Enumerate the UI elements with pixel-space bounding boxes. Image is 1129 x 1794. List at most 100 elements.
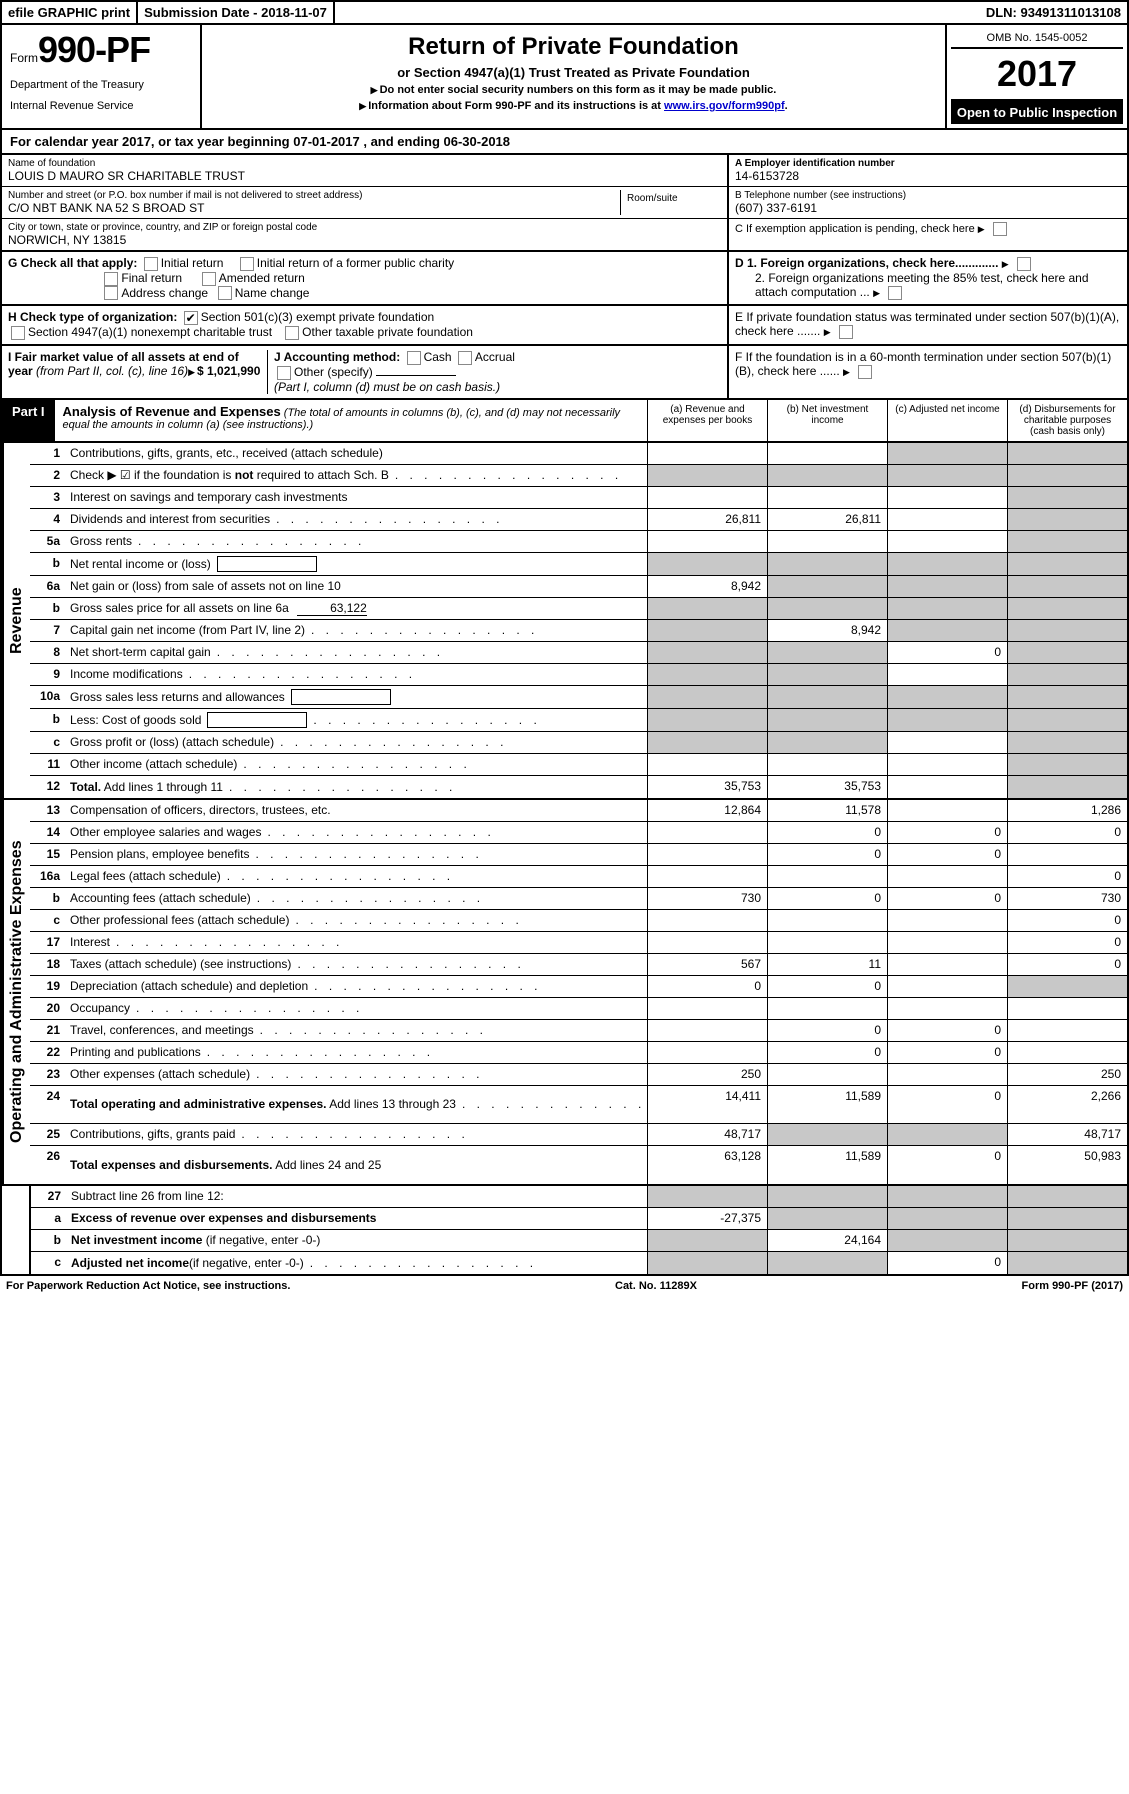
amount-cell <box>647 866 767 887</box>
cb-501c3[interactable] <box>184 311 198 325</box>
lbl-amended-return: Amended return <box>219 271 305 285</box>
cb-60month[interactable] <box>858 365 872 379</box>
amount-cell <box>647 822 767 843</box>
header-center: Return of Private Foundation or Section … <box>202 25 947 128</box>
line-number: 7 <box>30 620 66 641</box>
cb-other-method[interactable] <box>277 366 291 380</box>
amount-cell: 0 <box>647 976 767 997</box>
amount-cell <box>887 1186 1007 1207</box>
line-number: 4 <box>30 509 66 530</box>
lbl-4947a1: Section 4947(a)(1) nonexempt charitable … <box>28 325 272 339</box>
col-c-header: (c) Adjusted net income <box>887 400 1007 441</box>
dept-treasury: Department of the Treasury <box>10 79 192 92</box>
amount-cell: 0 <box>767 1042 887 1063</box>
col-d-header: (d) Disbursements for charitable purpose… <box>1007 400 1127 441</box>
cb-foreign-org[interactable] <box>1017 257 1031 271</box>
table-row: cAdjusted net income(if negative, enter … <box>31 1252 1127 1274</box>
g-label: G Check all that apply: <box>8 256 137 270</box>
revenue-side-label: Revenue <box>2 443 30 798</box>
line-number: b <box>30 709 66 731</box>
exemption-checkbox[interactable] <box>993 222 1007 236</box>
info-note-text: Information about Form 990-PF and its in… <box>368 100 664 112</box>
lbl-other-method: Other (specify) <box>294 365 373 379</box>
amount-cell <box>1007 776 1127 798</box>
dln: DLN: 93491311013108 <box>980 2 1127 23</box>
table-row: 7Capital gain net income (from Part IV, … <box>30 620 1127 642</box>
cb-accrual[interactable] <box>458 351 472 365</box>
table-row: 12Total. Add lines 1 through 11. . . . .… <box>30 776 1127 798</box>
table-row: 14Other employee salaries and wages. . .… <box>30 822 1127 844</box>
amount-cell <box>1007 465 1127 486</box>
amount-cell <box>887 976 1007 997</box>
table-row: 16aLegal fees (attach schedule). . . . .… <box>30 866 1127 888</box>
cb-other-taxable[interactable] <box>285 326 299 340</box>
amount-cell <box>1007 509 1127 530</box>
amount-cell: 11 <box>767 954 887 975</box>
form-subtitle: or Section 4947(a)(1) Trust Treated as P… <box>210 65 937 80</box>
table-row: cOther professional fees (attach schedul… <box>30 910 1127 932</box>
amount-cell <box>767 531 887 552</box>
part1-header: Part I Analysis of Revenue and Expenses … <box>0 400 1129 443</box>
amount-cell <box>887 754 1007 775</box>
cb-4947a1[interactable] <box>11 326 25 340</box>
cb-final-return[interactable] <box>104 272 118 286</box>
line-description: Other employee salaries and wages. . . .… <box>66 822 647 843</box>
amount-cell <box>767 932 887 953</box>
line-description: Subtract line 26 from line 12: <box>67 1186 647 1207</box>
part1-title-text: Analysis of Revenue and Expenses <box>63 404 281 419</box>
amount-cell <box>647 487 767 508</box>
amount-cell <box>767 553 887 575</box>
amount-cell: 0 <box>887 844 1007 865</box>
amount-cell <box>647 664 767 685</box>
amount-cell <box>767 1064 887 1085</box>
line-number: b <box>31 1230 67 1251</box>
amount-cell <box>1007 1252 1127 1274</box>
f-label: F If the foundation is in a 60-month ter… <box>735 350 1111 378</box>
cb-cash[interactable] <box>407 351 421 365</box>
table-row: 5aGross rents. . . . . . . . . . . . . .… <box>30 531 1127 553</box>
line-description: Total expenses and disbursements. Add li… <box>66 1146 647 1184</box>
line-description: Excess of revenue over expenses and disb… <box>67 1208 647 1229</box>
amount-cell: 26,811 <box>767 509 887 530</box>
table-row: bGross sales price for all assets on lin… <box>30 598 1127 620</box>
telephone: (607) 337-6191 <box>735 201 1121 215</box>
amount-cell <box>887 664 1007 685</box>
amount-cell <box>647 443 767 464</box>
d2-label: 2. Foreign organizations meeting the 85%… <box>755 271 1089 299</box>
table-row: 25Contributions, gifts, grants paid. . .… <box>30 1124 1127 1146</box>
line-description: Gross profit or (loss) (attach schedule)… <box>66 732 647 753</box>
amount-cell <box>887 531 1007 552</box>
cal-year-mid: , and ending <box>360 134 444 149</box>
line-number: 26 <box>30 1146 66 1184</box>
amount-cell: 0 <box>887 822 1007 843</box>
room-label: Room/suite <box>627 193 715 204</box>
amount-cell <box>887 709 1007 731</box>
footer-right: Form 990-PF (2017) <box>1022 1280 1124 1292</box>
amount-cell: 730 <box>647 888 767 909</box>
line-number: a <box>31 1208 67 1229</box>
amount-cell: 0 <box>887 642 1007 663</box>
cb-initial-former[interactable] <box>240 257 254 271</box>
cb-terminated[interactable] <box>839 325 853 339</box>
lbl-other-taxable: Other taxable private foundation <box>302 325 473 339</box>
line-description: Net gain or (loss) from sale of assets n… <box>66 576 647 597</box>
amount-cell <box>1007 553 1127 575</box>
table-row: 23Other expenses (attach schedule). . . … <box>30 1064 1127 1086</box>
cb-address-change[interactable] <box>104 286 118 300</box>
amount-cell <box>1007 443 1127 464</box>
cb-foreign-85[interactable] <box>888 286 902 300</box>
d2-row: 2. Foreign organizations meeting the 85%… <box>735 271 1121 300</box>
cb-amended-return[interactable] <box>202 272 216 286</box>
amount-cell: 730 <box>1007 888 1127 909</box>
cb-initial-return[interactable] <box>144 257 158 271</box>
page-footer: For Paperwork Reduction Act Notice, see … <box>0 1276 1129 1296</box>
irs-link[interactable]: www.irs.gov/form990pf <box>664 100 785 112</box>
table-row: 21Travel, conferences, and meetings. . .… <box>30 1020 1127 1042</box>
amount-cell <box>767 732 887 753</box>
amount-cell <box>1007 598 1127 619</box>
h-label: H Check type of organization: <box>8 310 177 324</box>
amount-cell <box>767 686 887 708</box>
amount-cell <box>1007 1042 1127 1063</box>
line-description: Occupancy. . . . . . . . . . . . . . . . <box>66 998 647 1019</box>
cb-name-change[interactable] <box>218 286 232 300</box>
